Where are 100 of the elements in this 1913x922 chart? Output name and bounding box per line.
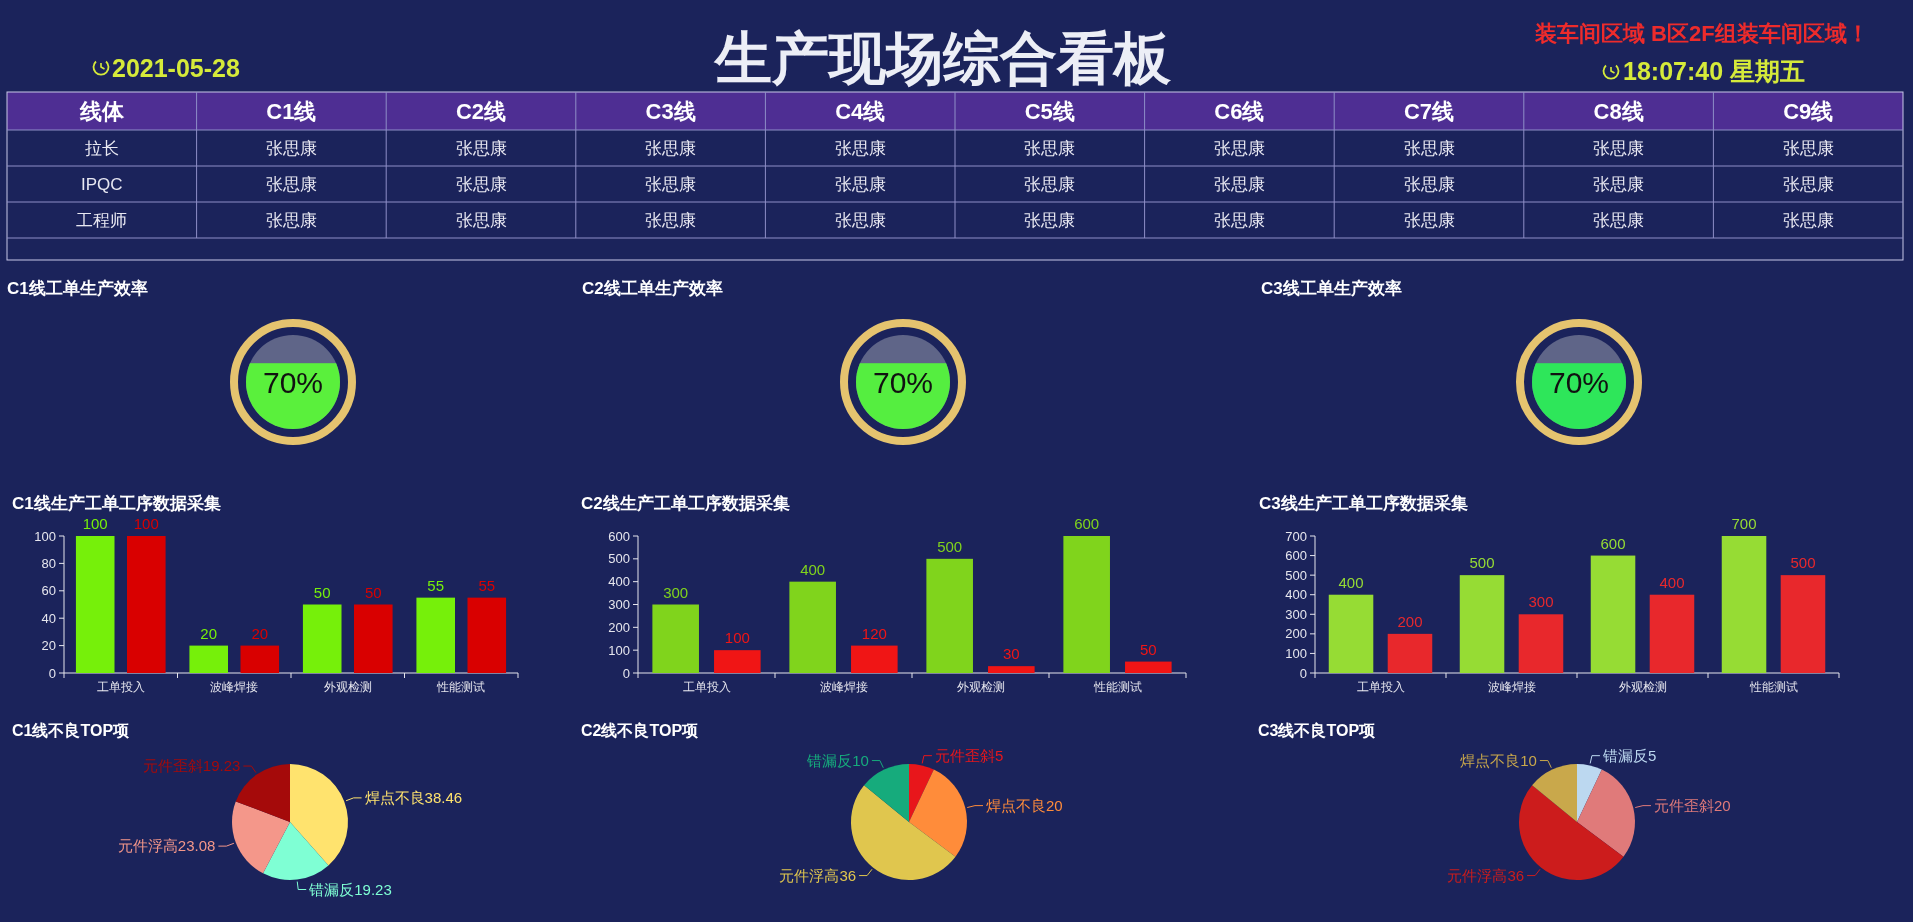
text: C2线工单生产效率 (582, 279, 723, 298)
x-tick-label: 波峰焊接 (819, 680, 868, 694)
text: 张思康 (265, 175, 317, 194)
bar (926, 558, 973, 673)
category-label: C2线 (455, 99, 507, 124)
category-label: 工程师 (76, 211, 128, 230)
text: 张思康 (1782, 175, 1834, 194)
bar (1780, 575, 1826, 673)
text: 张思康 (1403, 211, 1455, 230)
pie-slice (864, 764, 909, 822)
data-label: 700 (1731, 515, 1757, 532)
y-tick-label: 300 (1285, 606, 1307, 622)
bar (126, 536, 166, 673)
data-label: 100 (82, 515, 108, 532)
bar (1590, 555, 1636, 673)
text: 张思康 (1782, 139, 1834, 158)
data-label: 100 (133, 515, 159, 532)
y-tick-label: 700 (1285, 528, 1307, 544)
y-tick-label: 0 (1299, 665, 1307, 681)
data-label: 5 (994, 746, 1004, 764)
data-label: 200 (1397, 612, 1423, 630)
text: 张思康 (265, 139, 317, 158)
data-label: 10 (852, 751, 869, 769)
data-label: 500 (1790, 554, 1816, 572)
text: 18:07:40 星期五 (1623, 57, 1806, 85)
y-tick-label: 100 (1285, 645, 1307, 661)
y-tick-label: 600 (608, 528, 630, 544)
chart-title: C1线生产工单工序数据采集 (12, 494, 221, 513)
bar (1459, 575, 1505, 673)
slice-label: 元件浮高 (1447, 866, 1508, 884)
data-label: 70% (262, 366, 324, 399)
category-label: C9线 (1783, 99, 1834, 124)
text: 张思康 (1213, 175, 1265, 194)
category-label: C5线 (1024, 99, 1075, 124)
text: 生产现场综合看板 (713, 26, 1172, 90)
category-label: C4线 (835, 99, 886, 124)
text: 张思康 (265, 211, 317, 230)
text: 张思康 (1593, 139, 1645, 158)
slice-label: 错漏反 (308, 880, 355, 898)
text: 2021-05-28 (112, 54, 240, 82)
text: 张思康 (1024, 175, 1076, 194)
text: 张思康 (455, 211, 507, 230)
data-label: 55 (427, 576, 445, 594)
y-tick-label: 0 (622, 665, 630, 681)
y-tick-label: 600 (1285, 548, 1307, 564)
slice-label: 错漏反 (1601, 746, 1648, 764)
y-tick-label: 200 (608, 619, 630, 635)
data-label: 400 (800, 560, 826, 578)
text: 张思康 (1213, 139, 1265, 158)
chart-title: C3线生产工单工序数据采集 (1259, 494, 1468, 513)
data-label: 19.23 (354, 880, 392, 898)
x-tick-label: 工单投入 (96, 680, 145, 694)
text: 张思康 (1403, 175, 1455, 194)
pie-slice (1532, 764, 1577, 822)
slice-label: 元件浮高 (779, 866, 840, 884)
y-tick-label: 500 (1285, 567, 1307, 583)
bar (1649, 594, 1695, 673)
data-label: 36 (839, 866, 857, 884)
pie-slice (909, 764, 934, 822)
text: 张思康 (455, 175, 507, 194)
data-label: 120 (861, 624, 887, 642)
pie-slice (263, 822, 329, 880)
data-label: 50 (364, 583, 382, 601)
bar (789, 581, 836, 673)
y-tick-label: 400 (608, 574, 630, 590)
text: 线体 (78, 99, 125, 124)
text: 张思康 (834, 139, 886, 158)
data-label: 70% (872, 366, 934, 399)
data-label: 50 (313, 583, 331, 601)
x-tick-label: 外观检测 (323, 680, 372, 694)
bar (189, 645, 229, 673)
text: C3线不良TOP项 (1258, 722, 1377, 739)
data-label: 400 (1338, 573, 1364, 591)
bar (416, 597, 456, 673)
slice-label: 焊点不良 (364, 788, 425, 806)
y-tick-label: 100 (608, 642, 630, 658)
x-tick-label: 性能测试 (1092, 680, 1142, 694)
bar (851, 645, 898, 673)
y-tick-label: 20 (41, 638, 56, 654)
x-tick-label: 性能测试 (1748, 680, 1798, 694)
bar (353, 604, 393, 673)
text: 张思康 (1024, 211, 1076, 230)
bar (75, 536, 115, 673)
y-tick-label: 400 (1285, 587, 1307, 603)
bar (1518, 614, 1564, 673)
chart-title: C1线不良TOP项 (12, 722, 131, 739)
x-tick-label: 工单投入 (682, 680, 731, 694)
data-label: 300 (1528, 593, 1554, 611)
x-tick-label: 工单投入 (1356, 680, 1405, 694)
x-tick-label: 波峰焊接 (1487, 680, 1536, 694)
category-label: C6线 (1214, 99, 1265, 124)
y-tick-label: 200 (1285, 626, 1307, 642)
category-label: C7线 (1403, 99, 1455, 124)
data-label: 30 (1002, 645, 1020, 663)
bar (988, 666, 1035, 673)
data-label: 55 (478, 576, 496, 594)
text: C1线工单生产效率 (7, 279, 148, 298)
x-tick-label: 外观检测 (1618, 680, 1667, 694)
bar (240, 645, 280, 673)
data-label: 23.08 (177, 837, 216, 855)
